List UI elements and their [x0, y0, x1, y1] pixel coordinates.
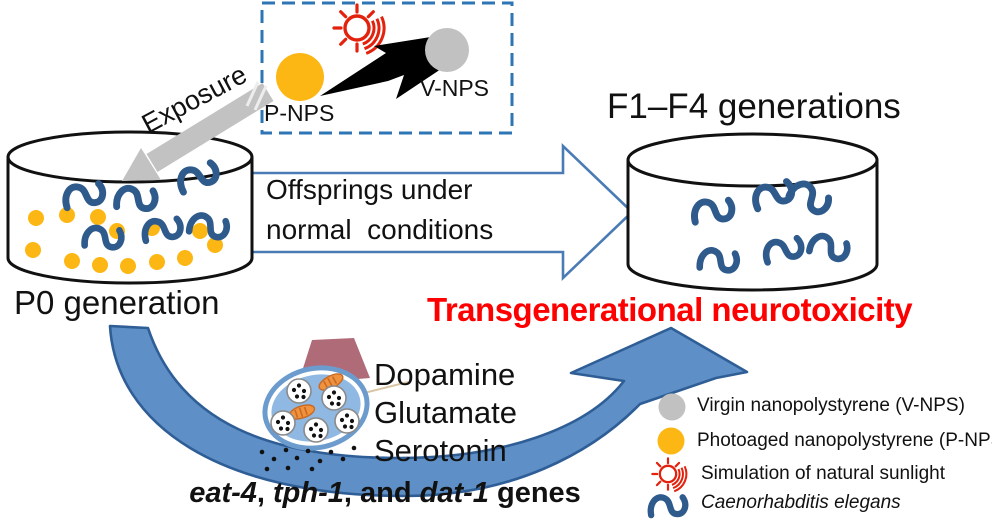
- pnps-label: P-NPS: [264, 100, 335, 126]
- neurotoxicity-curved-arrow: [108, 324, 749, 498]
- pnps-dots: [25, 207, 223, 274]
- synaptic-vesicle: [334, 408, 360, 434]
- legend-sun-icon: [651, 457, 688, 493]
- legend-celegans-label: Caenorhabditis elegans: [701, 492, 901, 513]
- glutamate-label: Glutamate: [374, 394, 518, 430]
- legend-pnps-icon: [657, 427, 685, 455]
- offspring-arrow-label: Offsprings under normal conditions: [266, 170, 493, 250]
- gene-tph1: tph-1: [273, 477, 344, 509]
- legend-sunlight-label: Simulation of natural sunlight: [701, 463, 945, 484]
- synaptic-vesicle: [270, 410, 296, 436]
- legend-vnps-label: Virgin nanopolystyrene (V-NPS): [697, 395, 965, 416]
- synapse-illustration: [259, 338, 409, 472]
- offspring-line-1: Offsprings under: [266, 174, 473, 205]
- gene-dat1: dat-1: [419, 477, 489, 509]
- legend-vnps-icon: [658, 393, 686, 421]
- f1f4-dish: [626, 132, 879, 292]
- synaptic-vesicle: [321, 385, 347, 411]
- vnps-label: V-NPS: [420, 75, 490, 101]
- serotonin-label: Serotonin: [374, 432, 507, 468]
- p0-dish: [6, 130, 254, 285]
- legend-pnps-label: Photoaged nanopolystyrene (P-NPS): [697, 430, 992, 451]
- neurotransmitter-dots: [259, 445, 357, 472]
- genes-label: eat-4, tph-1, and dat-1 genes: [189, 477, 581, 509]
- offspring-arrow: [250, 142, 634, 282]
- transgenerational-neurotoxicity-headline: Transgenerational neurotoxicity: [427, 291, 913, 328]
- dopamine-label: Dopamine: [374, 357, 516, 392]
- vnps-particle: [425, 28, 469, 72]
- synaptic-vesicle: [286, 378, 312, 404]
- p0-generation-label: P0 generation: [14, 284, 220, 321]
- nps-weathering-box: [260, 1, 514, 135]
- legend-worm-icon: [651, 497, 685, 515]
- exposure-arrow: [122, 81, 274, 181]
- pnps-particle: [276, 53, 324, 101]
- neurotransmitter-labels: Dopamine Glutamate Serotonin: [374, 356, 517, 469]
- offspring-line-2: normal conditions: [266, 213, 494, 245]
- synaptic-vesicle: [303, 417, 329, 443]
- gene-eat4: eat-4: [189, 477, 257, 509]
- f1f4-generations-title: F1–F4 generations: [607, 87, 901, 126]
